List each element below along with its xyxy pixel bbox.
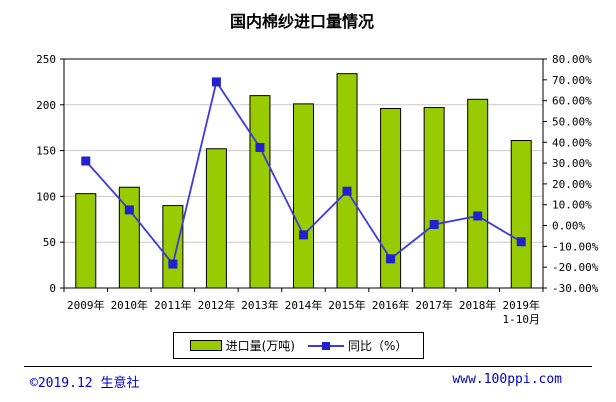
yoy-marker bbox=[168, 259, 178, 269]
legend: 进口量(万吨) 同比（%） bbox=[173, 332, 424, 359]
right-axis-label: 10.00% bbox=[552, 199, 592, 212]
left-axis-label: 200 bbox=[36, 99, 56, 112]
right-axis-label: 60.00% bbox=[552, 95, 592, 108]
legend-bar-label: 进口量(万吨) bbox=[225, 339, 295, 353]
yoy-marker bbox=[342, 186, 352, 196]
bar bbox=[510, 140, 532, 289]
bar bbox=[118, 186, 140, 289]
x-axis-label: 2014年 bbox=[285, 298, 323, 312]
x-axis-label: 2016年 bbox=[372, 298, 410, 312]
yoy-marker bbox=[81, 156, 91, 166]
legend-line-swatch-icon bbox=[307, 341, 344, 351]
right-axis-label: 20.00% bbox=[552, 178, 592, 191]
bar bbox=[162, 205, 184, 289]
bar bbox=[380, 107, 402, 289]
chart-plot: 250 200 150 100 50 0 80.00% 70.00% 60.00% 50.00% 4… bbox=[36, 53, 599, 326]
bar bbox=[293, 103, 314, 289]
right-axis-label: -20.00% bbox=[552, 261, 599, 274]
right-axis-label: 50.00% bbox=[552, 115, 592, 128]
legend-item-imports: 进口量(万吨) bbox=[189, 337, 295, 354]
legend-bar-swatch-icon bbox=[189, 340, 222, 351]
left-axis-label: 50 bbox=[43, 236, 56, 249]
yoy-marker bbox=[211, 77, 221, 87]
left-axis-label: 100 bbox=[36, 190, 56, 203]
right-axis-label: 70.00% bbox=[552, 74, 592, 87]
yoy-marker bbox=[255, 142, 265, 152]
yoy-marker bbox=[124, 205, 134, 215]
x-axis-label: 2018年 bbox=[459, 298, 497, 312]
right-axis-label: -30.00% bbox=[552, 282, 599, 295]
x-axis-label: 2012年 bbox=[198, 298, 236, 312]
bar bbox=[205, 148, 227, 289]
x-axis-label: 2009年 bbox=[67, 298, 105, 312]
bar bbox=[249, 95, 271, 289]
right-axis-label: 30.00% bbox=[552, 157, 592, 170]
footer-divider bbox=[24, 366, 592, 367]
legend-item-yoy: 同比（%） bbox=[307, 337, 408, 354]
x-axis-label: 2013年 bbox=[241, 298, 279, 312]
yoy-marker bbox=[516, 237, 526, 247]
legend-line-label: 同比（%） bbox=[347, 339, 408, 353]
copyright-text: ©2019.12 生意社 bbox=[30, 376, 140, 391]
x-axis-label: 2011年 bbox=[154, 298, 192, 312]
x-axis-label: 1-10月 bbox=[502, 313, 540, 326]
yoy-marker bbox=[429, 220, 439, 230]
right-axis-label: 0.00% bbox=[552, 220, 585, 233]
x-axis-label: 2017年 bbox=[415, 298, 453, 312]
x-axis-label: 2010年 bbox=[111, 298, 149, 312]
x-axis-label: 2015年 bbox=[328, 298, 366, 312]
bar bbox=[336, 73, 358, 289]
x-axis-label: 2019年 bbox=[502, 298, 540, 312]
yoy-marker bbox=[299, 230, 308, 240]
bar bbox=[423, 107, 445, 289]
right-axis-label: 40.00% bbox=[552, 136, 592, 149]
left-axis-label: 150 bbox=[36, 145, 56, 158]
left-axis-label: 250 bbox=[36, 53, 56, 66]
right-axis-label: -10.00% bbox=[552, 240, 599, 253]
right-axis-label: 80.00% bbox=[552, 53, 592, 66]
website-link[interactable]: www.100ppi.com bbox=[452, 372, 562, 387]
yoy-marker bbox=[473, 211, 483, 221]
bar bbox=[467, 98, 489, 289]
yoy-marker bbox=[386, 254, 396, 264]
bar bbox=[75, 193, 97, 289]
chart-title: 国内棉纱进口量情况 bbox=[229, 12, 374, 31]
left-axis-label: 0 bbox=[49, 282, 56, 295]
